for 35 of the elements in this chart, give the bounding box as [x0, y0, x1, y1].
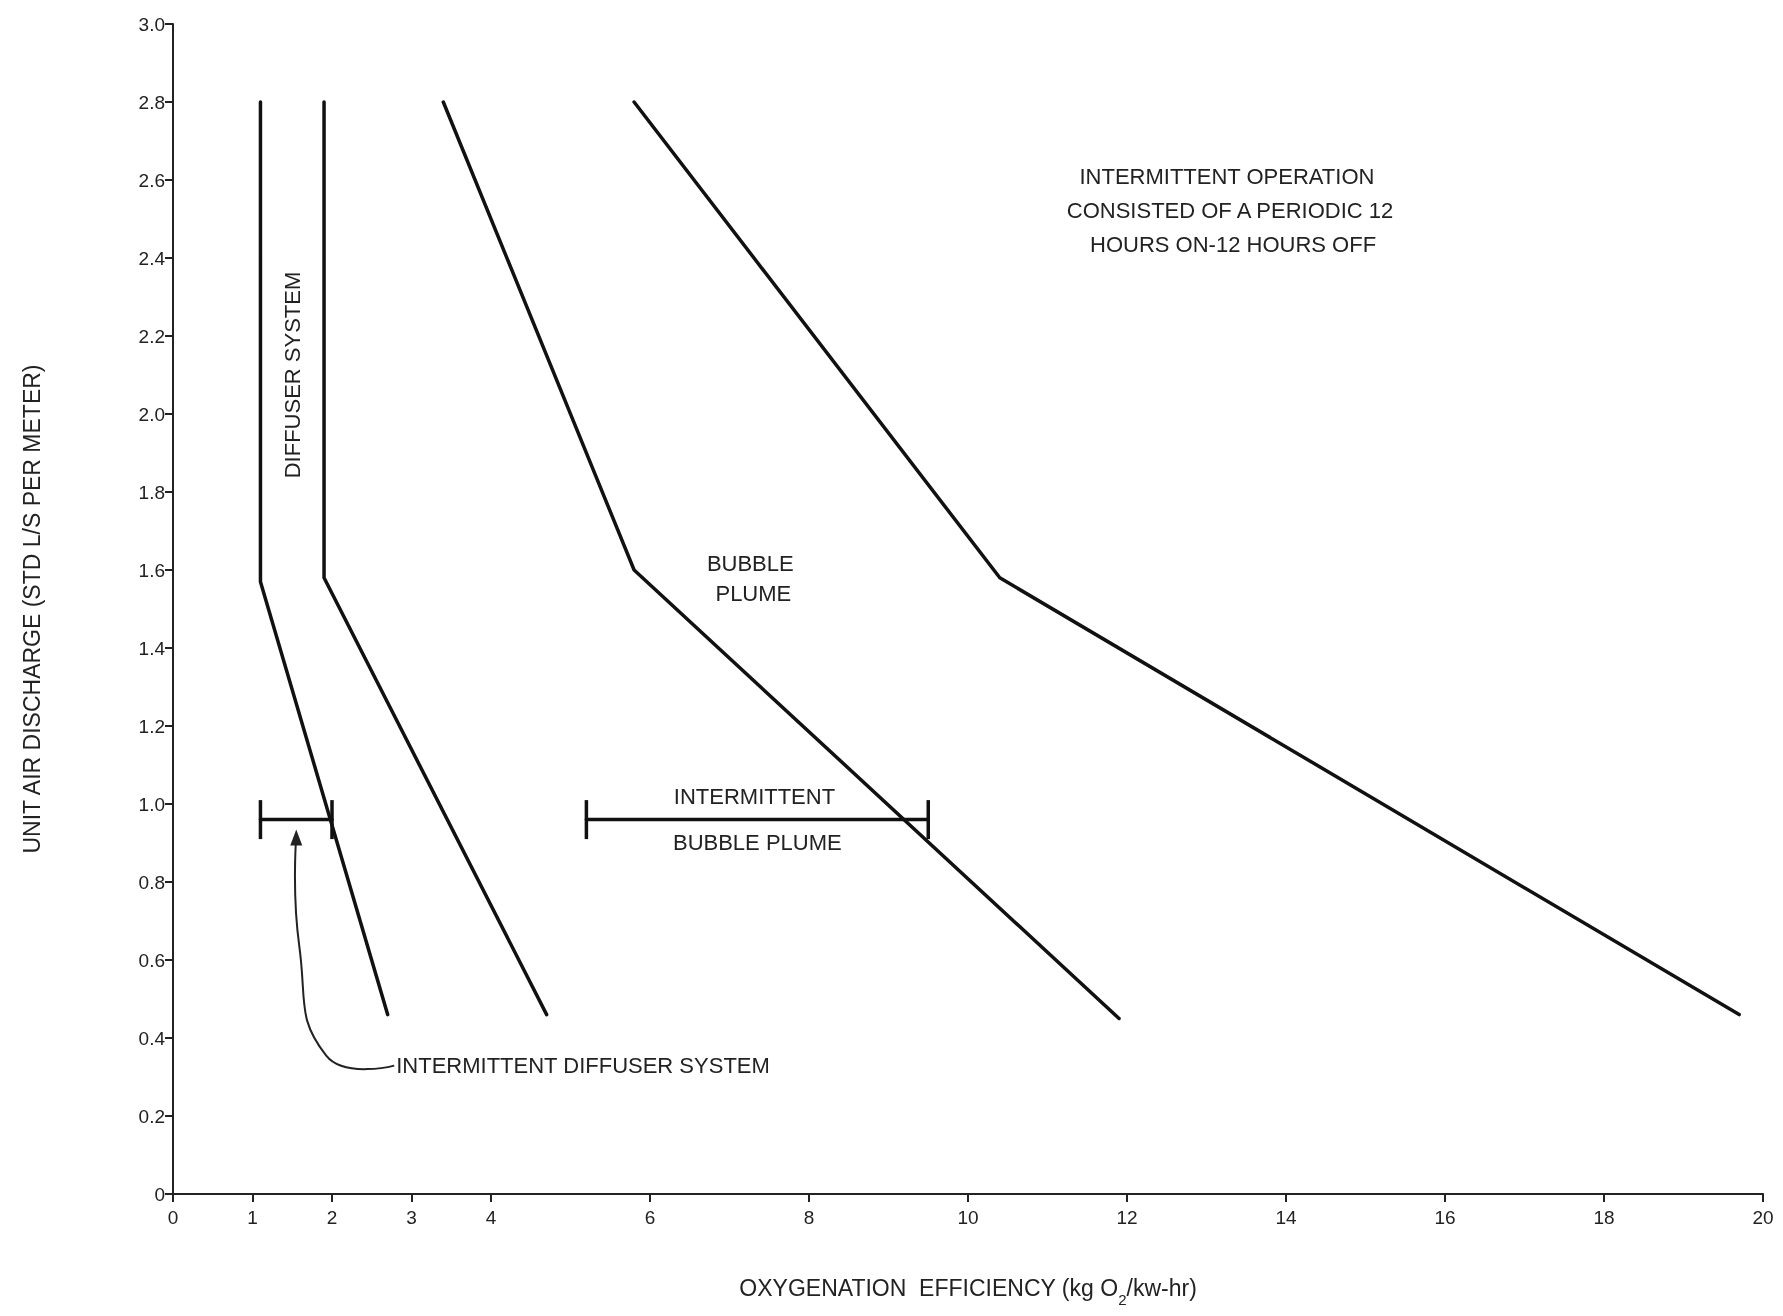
x-tick-label: 2 — [326, 1207, 338, 1228]
y-tick-label: 2.0 — [138, 403, 165, 425]
x-tick-label: 1 — [247, 1207, 258, 1228]
y-tick-label: 0 — [154, 1183, 165, 1205]
y-tick-label: 2.6 — [138, 169, 165, 191]
x-tick-label: 16 — [1434, 1207, 1456, 1228]
y-tick-label: 1.8 — [138, 481, 165, 503]
y-axis-title: UNIT AIR DISCHARGE (STD L/S PER METER) — [18, 364, 45, 854]
y-tick-label: 1.4 — [138, 637, 166, 659]
y-tick-label: 2.4 — [138, 247, 166, 269]
y-tick-label: 0.6 — [138, 949, 165, 971]
x-tick-label: 12 — [1116, 1207, 1138, 1228]
x-tick-label: 20 — [1752, 1207, 1774, 1228]
x-tick-label: 4 — [485, 1207, 497, 1228]
y-tick-label: 3.0 — [138, 13, 165, 35]
y-tick-label: 0.2 — [138, 1105, 165, 1127]
y-tick-label: 0.8 — [138, 871, 165, 893]
annotation: INTERMITTENT BUBBLE PLUME — [672, 784, 842, 856]
x-tick-label: 0 — [167, 1207, 179, 1228]
x-tick-label: 6 — [644, 1207, 656, 1228]
y-tick-label: 1.2 — [138, 715, 165, 737]
y-tick-label: 0.4 — [138, 1027, 166, 1049]
y-tick-label: 1.0 — [138, 793, 165, 815]
x-tick-label: 14 — [1275, 1207, 1297, 1228]
y-tick-label: 1.6 — [138, 559, 165, 581]
x-tick-label: 8 — [803, 1207, 815, 1228]
y-tick-label: 2.2 — [138, 325, 165, 347]
annotation: DIFFUSER SYSTEM — [279, 271, 305, 479]
x-tick-label: 18 — [1593, 1207, 1615, 1228]
x-tick-label: 3 — [406, 1207, 417, 1228]
y-tick-label: 2.8 — [138, 91, 165, 113]
x-tick-label: 10 — [957, 1207, 979, 1228]
annotation: BUBBLE PLUME — [706, 550, 800, 606]
annotation: INTERMITTENT DIFFUSER SYSTEM — [396, 1053, 770, 1079]
annotation: INTERMITTENT OPERATION CONSISTED OF A PERIODIC 12 HOURS ON-12 HOURS OFF — [1066, 163, 1394, 257]
